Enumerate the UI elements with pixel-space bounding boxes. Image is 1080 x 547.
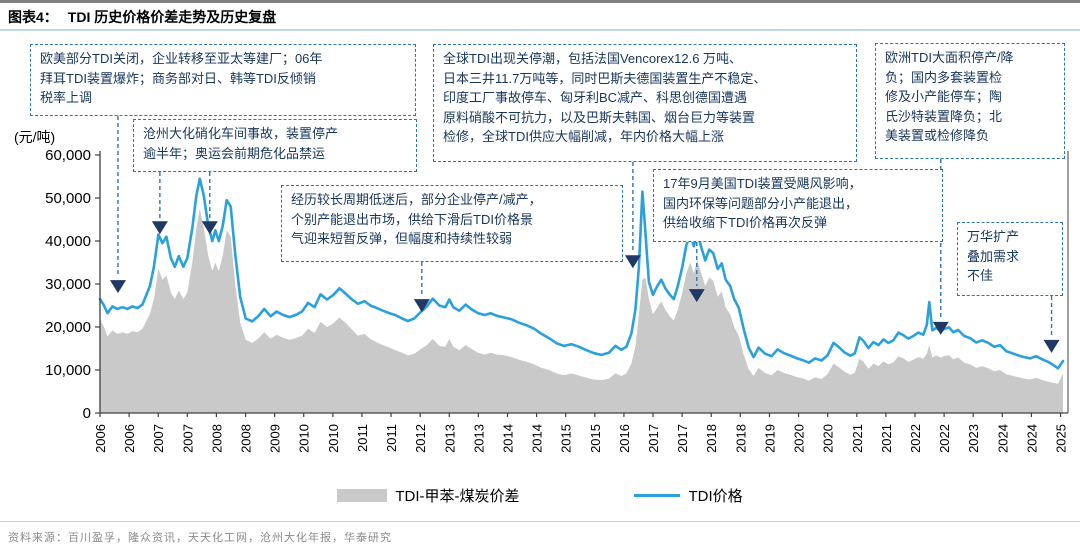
x-tick-label: 2012 xyxy=(413,424,428,453)
annotation-box-2017-hurricane: 17年9月美国TDI装置受飓风影响， 国内环保等问题部分小产能退出， 供给收缩下… xyxy=(653,169,943,242)
x-tick-label: 2009 xyxy=(268,424,283,453)
x-tick-label: 2007 xyxy=(180,424,195,453)
x-tick-label: 2015 xyxy=(588,424,603,453)
x-tick-label: 2010 xyxy=(297,424,312,453)
x-tick-label: 2015 xyxy=(559,424,574,453)
annotation-box-cangzhou-accident: 沧州大化硝化车间事故，装置停产 逾半年；奥运会前期危化品禁运 xyxy=(133,119,417,172)
x-tick-label: 2017 xyxy=(646,424,661,453)
x-tick-label: 2011 xyxy=(384,424,399,452)
legend-label-spread: TDI-甲苯-煤炭价差 xyxy=(395,488,520,505)
x-tick-label: 2024 xyxy=(995,424,1010,453)
x-tick-label: 2008 xyxy=(209,424,224,453)
figure-header: 图表4： TDI 历史价格价差走势及历史复盘 xyxy=(8,7,276,27)
event-marker-triangle xyxy=(1043,339,1060,353)
y-tick-label: 10,000 xyxy=(45,362,91,379)
x-tick-label: 2021 xyxy=(850,424,865,453)
spread-area-swatch xyxy=(337,489,388,502)
event-marker-triangle xyxy=(413,299,430,313)
x-tick-label: 2018 xyxy=(733,424,748,453)
annotation-box-eu-us-shutdown: 欧美部分TDI关闭，企业转移至亚太等建厂；06年 拜耳TDI装置爆炸；商务部对日… xyxy=(30,44,416,116)
x-tick-label: 2023 xyxy=(966,424,981,453)
y-axis-unit-label: (元/吨) xyxy=(14,129,56,145)
title-underline xyxy=(0,29,1080,31)
x-tick-label: 2025 xyxy=(1054,424,1069,453)
x-tick-label: 2014 xyxy=(501,424,516,453)
x-tick-label: 2017 xyxy=(675,424,690,453)
price-line-swatch xyxy=(634,494,681,497)
x-tick-label: 2010 xyxy=(326,424,341,453)
x-tick-label: 2022 xyxy=(937,424,952,453)
footer-divider xyxy=(0,521,1080,522)
event-marker-triangle xyxy=(688,289,705,303)
x-tick-label: 2016 xyxy=(617,424,632,453)
annotation-box-wanhua-expansion: 万华扩产 叠加需求 不佳 xyxy=(957,222,1063,296)
annotation-box-europe-production-cut: 欧洲TDI大面积停产/降 负；国内多套装置检 修及小产能停车；陶 氏沙特装置降负… xyxy=(875,43,1065,159)
event-marker-triangle xyxy=(109,280,126,294)
x-tick-label: 2020 xyxy=(821,424,836,453)
legend-label-price: TDI价格 xyxy=(688,488,743,505)
x-tick-label: 2018 xyxy=(704,424,719,453)
price-line-series xyxy=(98,177,1065,370)
x-tick-label: 2020 xyxy=(792,424,807,453)
legend-item-price: TDI价格 xyxy=(634,485,743,506)
y-tick-label: 40,000 xyxy=(45,233,91,250)
source-note: 资料来源：百川盈孚，隆众资讯，天天化工网，沧州大化年报，华泰研究 xyxy=(8,532,392,544)
page-title: TDI 历史价格价差走势及历史复盘 xyxy=(67,9,277,25)
x-tick-label: 2019 xyxy=(762,424,777,453)
x-tick-label: 2007 xyxy=(151,424,166,453)
spread-area-series xyxy=(100,208,1063,413)
figure-number-label: 图表4： xyxy=(8,9,58,25)
y-tick-label: 60,000 xyxy=(45,147,91,164)
x-tick-label: 2013 xyxy=(471,424,486,453)
x-tick-label: 2021 xyxy=(879,424,894,453)
top-divider xyxy=(0,0,1080,3)
x-tick-label: 2006 xyxy=(122,424,137,453)
annotation-box-global-shutdown-wave: 全球TDI出现关停潮，包括法国Vencorex12.6 万吨、 日本三井11.7… xyxy=(433,44,857,162)
x-tick-label: 2006 xyxy=(93,424,108,453)
x-tick-label: 2011 xyxy=(355,424,370,452)
event-marker-triangle xyxy=(624,255,641,269)
x-tick-label: 2014 xyxy=(530,424,545,453)
y-tick-label: 30,000 xyxy=(45,276,91,293)
x-tick-label: 2013 xyxy=(442,424,457,453)
y-tick-label: 20,000 xyxy=(45,319,91,336)
chart-legend: TDI-甲苯-煤炭价差 TDI价格 xyxy=(0,485,1080,506)
legend-item-spread: TDI-甲苯-煤炭价差 xyxy=(337,485,519,506)
x-tick-label: 2024 xyxy=(1024,424,1039,453)
event-marker-triangle xyxy=(151,221,168,235)
event-marker-triangle xyxy=(932,321,949,335)
y-tick-label: 0 xyxy=(83,405,91,422)
x-tick-label: 2022 xyxy=(908,424,923,453)
y-tick-label: 50,000 xyxy=(45,190,91,207)
event-marker-triangle xyxy=(201,221,218,235)
annotation-box-capacity-exit-rebound: 经历较长周期低迷后，部分企业停产/减产， 个别产能退出市场，供给下滑后TDI价格… xyxy=(281,185,623,262)
x-tick-label: 2008 xyxy=(239,424,254,453)
